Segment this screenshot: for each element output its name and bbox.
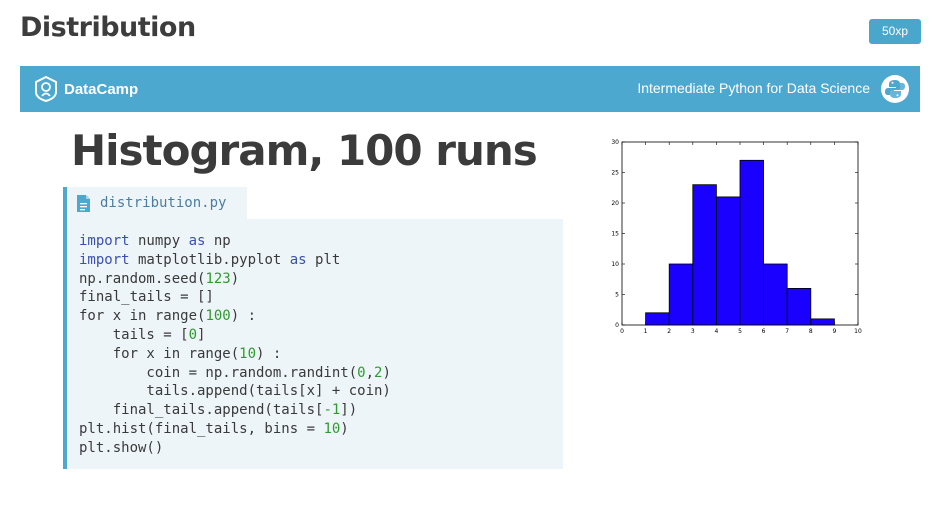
code-text: ) :: [256, 345, 282, 362]
python-icon: [881, 75, 909, 103]
code-number: -1: [323, 402, 341, 419]
code-number: 10: [323, 420, 341, 437]
slide-header-bar: DataCamp Intermediate Python for Data Sc…: [20, 66, 920, 112]
x-tick-label: 6: [762, 328, 766, 335]
code-line: for x in range(100) :: [79, 307, 391, 326]
histogram-bar: [786, 287, 812, 326]
code-line: plt.show(): [79, 439, 391, 458]
file-icon: [77, 194, 90, 212]
y-tick-label: 25: [611, 170, 619, 177]
page-title: Distribution: [20, 12, 196, 43]
code-text: ) :: [230, 308, 257, 325]
code-keyword: import: [79, 233, 130, 249]
code-number: 2: [374, 364, 383, 381]
histogram-bar: [668, 263, 694, 326]
x-tick-label: 2: [667, 328, 671, 335]
code-number: 100: [205, 308, 231, 325]
code-text: coin = np.random.randint(: [79, 364, 358, 381]
code-line: import numpy as np: [79, 232, 391, 251]
code-text: np: [205, 233, 231, 249]
code-text: plt.show(): [79, 439, 164, 456]
x-tick-label: 7: [785, 328, 789, 335]
code-text: final_tails.append(tails[: [79, 402, 324, 419]
xp-badge: 50xp: [869, 19, 921, 44]
code-file-tab[interactable]: distribution.py: [63, 187, 247, 219]
histogram-svg: 0 1 2 3 4 5 6 7 8 9 10 0 5 10 15 20 25 30: [611, 139, 862, 335]
code-text: plt: [306, 251, 341, 268]
code-line: tails.append(tails[x] + coin): [79, 382, 391, 401]
code-text: ,: [365, 364, 375, 381]
code-text: np.random.seed(: [79, 270, 206, 287]
histogram-bar: [716, 196, 741, 326]
histogram-bar: [810, 318, 835, 326]
histogram-bar: [763, 263, 788, 326]
code-text: ]): [340, 402, 358, 419]
code-keyword: as: [188, 233, 206, 249]
histogram-bar: [692, 184, 717, 326]
code-line: import matplotlib.pyplot as plt: [79, 251, 391, 270]
code-line: tails = [0]: [79, 326, 391, 345]
x-tick-label: 3: [691, 328, 695, 335]
code-panel: import numpy as np import matplotlib.pypl…: [63, 219, 563, 469]
code-line: coin = np.random.randint(0,2): [79, 364, 391, 383]
code-text: ): [340, 420, 349, 437]
x-tick-label: 5: [738, 328, 742, 335]
histogram-chart: 0 1 2 3 4 5 6 7 8 9 10 0 5 10 15 20 25 30: [600, 135, 865, 340]
x-tick-label: 4: [714, 328, 718, 335]
x-tick-label: 0: [620, 328, 624, 335]
x-tick-label: 9: [832, 328, 836, 335]
y-tick-label: 15: [611, 231, 619, 238]
y-tick-label: 10: [611, 261, 619, 268]
x-tick-label: 10: [854, 328, 862, 335]
datacamp-logo: DataCamp: [34, 74, 138, 104]
code-line: for x in range(10) :: [79, 345, 391, 364]
code-text: tails = [: [79, 326, 189, 343]
code-text: numpy: [129, 233, 189, 249]
code-text: ): [230, 270, 240, 287]
slide-heading: Histogram, 100 runs: [71, 126, 538, 175]
code-text: plt.hist(final_tails, bins =: [79, 420, 324, 437]
datacamp-logo-icon: [35, 76, 57, 102]
code-text: final_tails = []: [79, 289, 214, 306]
code-keyword: import: [79, 251, 130, 268]
datacamp-logo-text: DataCamp: [64, 80, 139, 98]
histogram-bar: [739, 159, 765, 326]
code-text: matplotlib.pyplot: [129, 251, 290, 268]
code-line: plt.hist(final_tails, bins = 10): [79, 420, 391, 439]
y-tick-label: 20: [611, 200, 619, 207]
code-text: tails.append(tails[x] + coin): [79, 383, 391, 400]
code-text: ): [382, 364, 391, 381]
code-number: 123: [205, 270, 231, 287]
y-tick-label: 30: [611, 139, 619, 146]
code-line: np.random.seed(123): [79, 270, 391, 289]
code-number: 0: [357, 364, 366, 381]
course-title: Intermediate Python for Data Science: [637, 80, 870, 96]
code-text: for x in range(: [79, 308, 206, 325]
x-tick-label: 1: [644, 328, 648, 335]
code-line: final_tails = []: [79, 288, 391, 307]
code-text: ]: [197, 326, 206, 343]
code-line: final_tails.append(tails[-1]): [79, 401, 391, 420]
code-keyword: as: [289, 251, 307, 268]
code-number: 0: [188, 326, 198, 343]
histogram-bar: [645, 312, 670, 326]
x-tick-label: 8: [809, 328, 813, 335]
file-name: distribution.py: [100, 195, 227, 211]
code-text: for x in range(: [79, 345, 240, 362]
y-tick-label: 0: [615, 322, 619, 329]
code-block: import numpy as np import matplotlib.pypl…: [79, 232, 391, 458]
code-number: 10: [239, 345, 257, 362]
y-tick-label: 5: [615, 292, 619, 299]
